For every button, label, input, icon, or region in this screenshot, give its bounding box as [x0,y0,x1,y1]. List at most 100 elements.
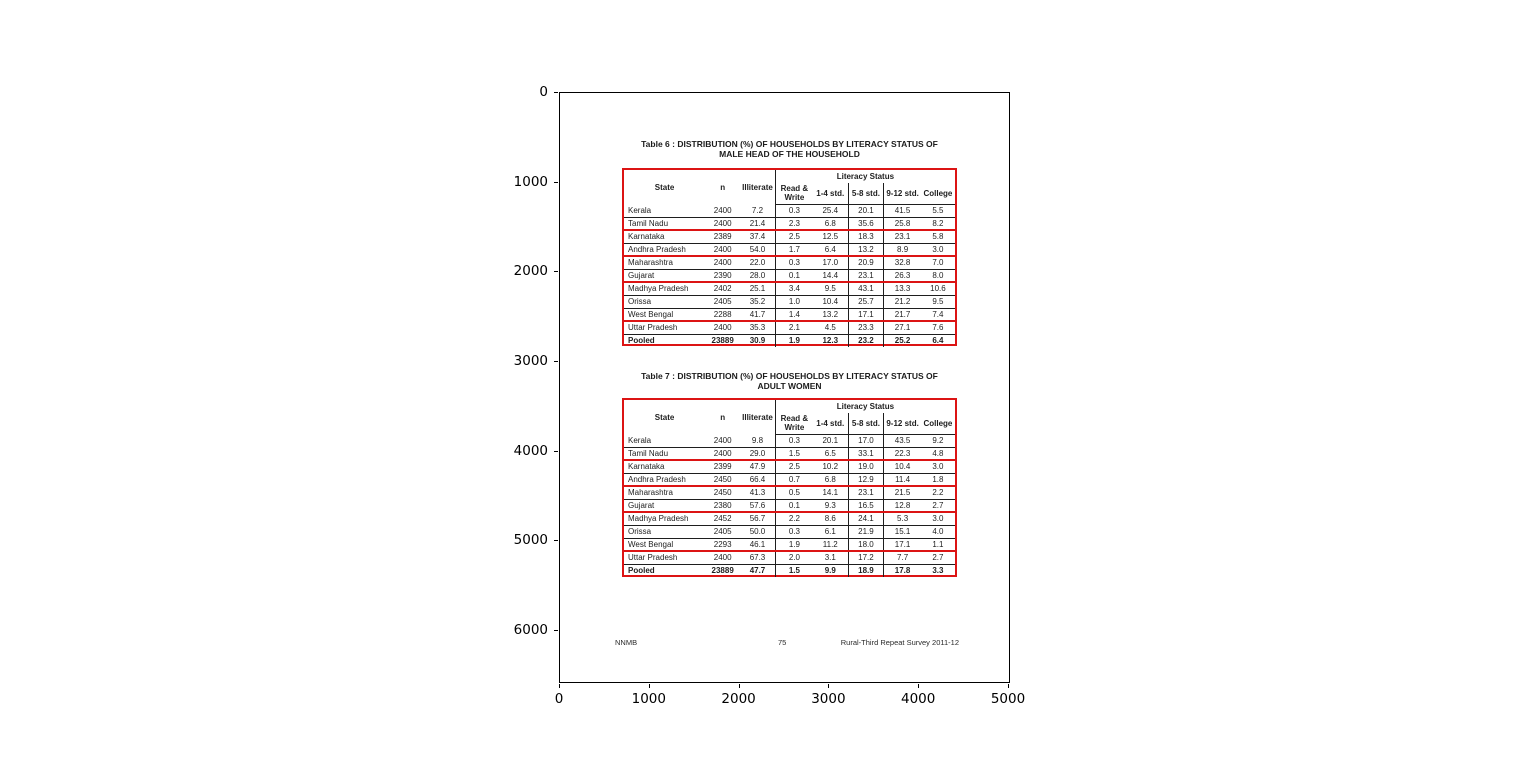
state-cell: Pooled [628,336,655,346]
value-cell: 10.6 [930,284,946,294]
value-cell: 23.2 [847,334,884,347]
table-row: West Bengal 2293 46.1 1.9 11.2 18.0 17.1 1.1 [624,538,955,551]
table-row: Pooled 23889 30.9 1.9 12.3 23.2 25.2 6.4 [624,334,955,347]
value-cell: 35.2 [749,297,766,306]
value-cell: 1.8 [932,474,944,484]
value-cell: 20.1 [847,204,884,217]
value-cell: 6.8 [824,474,836,484]
value-cell: 3.0 [932,514,944,524]
value-cell: 2.7 [932,500,944,510]
value-cell: 25.4 [822,206,839,215]
value-cell: 22.3 [883,447,921,460]
value-cell: 5.3 [883,512,921,525]
value-cell: 7.7 [883,551,921,564]
value-cell: 23.3 [847,321,884,334]
col-header: 1-4 std. [812,413,849,435]
value-cell: 7.4 [932,309,944,319]
col-header: Illiterate [742,412,773,422]
value-cell: 46.1 [749,539,766,549]
footer-page-number: 75 [778,638,787,647]
x-tick-label: 0 [554,691,564,707]
col-header: 9-12 std. [883,183,921,205]
y-axis-ticks: 0 1000 2000 3000 4000 5000 6000 [0,84,559,683]
page-footer: NNMB 75 Rural-Third Repeat Survey 2011-1… [560,638,1011,650]
value-cell: 12.8 [883,499,921,512]
value-cell: 0.5 [774,486,813,499]
value-cell: 27.1 [883,321,921,334]
y-tick-mark [554,181,558,183]
col-header: 1-4 std. [812,183,849,205]
table-row: Madhya Pradesh 2452 56.7 2.2 8.6 24.1 5.3 3.0 [624,512,955,525]
y-tick-mark [554,630,558,632]
state-cell: Andhra Pradesh [628,474,686,484]
y-tick-mark [554,361,558,363]
y-tick-label: 5000 [513,532,548,549]
x-tick-mark [559,684,560,688]
col-header: State [654,412,675,422]
table-row: Gujarat 2390 28.0 0.1 14.4 23.1 26.3 8.0 [624,269,955,282]
value-cell: 0.3 [774,525,813,538]
value-cell: 6.8 [824,218,836,228]
value-cell: 21.4 [749,218,766,228]
table-row: Orissa 2405 50.0 0.3 6.1 21.9 15.1 4.0 [624,525,955,538]
x-tick-mark [1008,684,1009,688]
value-cell: 41.7 [749,309,766,319]
col-header: 9-12 std. [883,413,921,435]
value-cell: 6.1 [824,527,836,536]
col-header: Read & Write [774,183,813,205]
value-cell: 17.0 [847,434,884,447]
value-cell: 2400 [713,244,732,254]
value-cell: 32.8 [883,256,921,269]
value-cell: 8.9 [883,243,921,256]
state-cell: Kerala [628,435,652,445]
table7-red-border-box: State n Illiterate Literacy Status Read & Wr… [622,398,957,577]
value-cell: 17.8 [883,564,921,577]
value-cell: 9.5 [932,297,944,306]
table7-title-line2: ADULT WOMEN [757,381,822,391]
value-cell: 2450 [713,488,732,498]
value-cell: 0.3 [774,256,813,269]
value-cell: 24.1 [847,512,884,525]
value-cell: 43.5 [883,434,921,447]
value-cell: 2288 [713,309,732,319]
value-cell: 2402 [713,284,732,294]
table6-title-line1: Table 6 : DISTRIBUTION (%) OF HOUSEHOLDS… [641,139,938,149]
table6-title: Table 6 : DISTRIBUTION (%) OF HOUSEHOLDS… [622,139,957,159]
y-tick-mark [554,271,558,273]
col-header: n [720,182,726,192]
value-cell: 2450 [713,474,732,484]
state-cell: West Bengal [628,539,674,549]
value-cell: 7.2 [751,205,764,215]
value-cell: 2405 [713,297,732,306]
table6-title-line2: MALE HEAD OF THE HOUSEHOLD [719,149,860,159]
value-cell: 2390 [713,270,732,280]
value-cell: 1.9 [774,538,813,551]
value-cell: 2.2 [932,488,944,498]
value-cell: 2405 [713,527,732,536]
value-cell: 25.8 [883,217,921,230]
value-cell: 57.6 [749,500,766,510]
state-cell: West Bengal [628,309,674,319]
value-cell: 19.0 [847,460,884,473]
y-tick-label: 0 [539,84,548,100]
literacy-status-spanner: Literacy Status [774,170,955,183]
x-tick-label: 1000 [631,691,666,707]
state-cell: Andhra Pradesh [628,244,686,254]
y-tick-label: 1000 [513,173,548,190]
value-cell: 2400 [713,448,732,458]
value-cell: 3.4 [774,282,813,295]
value-cell: 23.1 [847,269,884,282]
value-cell: 56.7 [749,514,766,524]
table7-title: Table 7 : DISTRIBUTION (%) OF HOUSEHOLDS… [622,371,957,391]
y-tick-label: 4000 [513,442,548,459]
value-cell: 9.9 [824,566,836,576]
table-row: Andhra Pradesh 2400 54.0 1.7 6.4 13.2 8.9 3.0 [624,243,955,256]
value-cell: 21.5 [883,486,921,499]
value-cell: 17.1 [847,308,884,321]
value-cell: 2389 [713,232,732,242]
value-cell: 20.1 [822,436,839,445]
value-cell: 7.0 [932,258,944,268]
col-header: College [920,183,955,205]
value-cell: 2400 [713,435,732,445]
value-cell: 1.4 [774,308,813,321]
